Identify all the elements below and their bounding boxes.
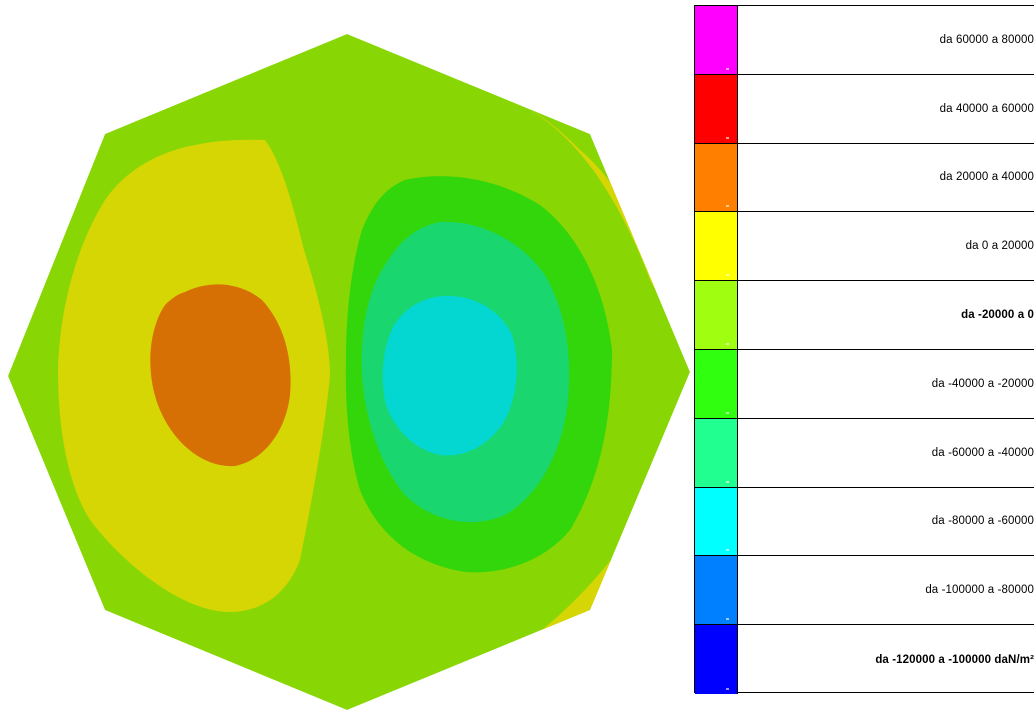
- legend: da 60000 a 80000 da 40000 a 60000 da 20000…: [694, 5, 1034, 694]
- contour-plot: [8, 34, 690, 710]
- right-contour-region-inner: [382, 295, 517, 456]
- legend-label: da 20000 a 40000: [939, 171, 1034, 184]
- legend-label: da -20000 a 0: [961, 309, 1034, 322]
- legend-color-swatch: [695, 281, 738, 349]
- swatch-marker-icon: [726, 136, 729, 139]
- swatch-marker-icon: [726, 342, 729, 345]
- swatch-marker-icon: [726, 549, 729, 552]
- legend-label: da 60000 a 80000: [939, 33, 1034, 46]
- legend-item: da 40000 a 60000: [695, 74, 1034, 144]
- legend-item: da 20000 a 40000: [695, 143, 1034, 213]
- swatch-marker-icon: [726, 67, 729, 70]
- legend-label: da -80000 a -60000: [931, 515, 1034, 528]
- legend-item: da -100000 a -80000: [695, 556, 1034, 626]
- legend-color-swatch: [695, 349, 738, 418]
- legend-item: da 0 a 20000: [695, 212, 1034, 282]
- legend-color-swatch: [695, 487, 738, 556]
- legend-label: da 0 a 20000: [965, 240, 1034, 253]
- legend-color-swatch: [695, 625, 738, 694]
- legend-label: da 40000 a 60000: [939, 102, 1034, 115]
- legend-item: da -20000 a 0: [695, 281, 1034, 350]
- left-contour-region-inner: [150, 284, 291, 467]
- legend-label: da -100000 a -80000: [925, 584, 1034, 597]
- swatch-marker-icon: [726, 411, 729, 414]
- swatch-marker-icon: [726, 687, 729, 690]
- legend-color-swatch: [695, 418, 738, 487]
- legend-item: da -80000 a -60000: [695, 487, 1034, 557]
- legend-item: da -40000 a -20000: [695, 349, 1034, 419]
- swatch-marker-icon: [726, 205, 729, 208]
- swatch-marker-icon: [726, 274, 729, 277]
- legend-label: da -40000 a -20000: [931, 377, 1034, 390]
- legend-label: da -120000 a -100000 daN/m²: [875, 653, 1034, 666]
- legend-color-swatch: [695, 74, 738, 143]
- swatch-marker-icon: [726, 618, 729, 621]
- legend-item: da -60000 a -40000: [695, 418, 1034, 488]
- legend-item: da -120000 a -100000 daN/m²: [695, 625, 1034, 694]
- legend-color-swatch: [695, 212, 738, 281]
- legend-color-swatch: [695, 143, 738, 212]
- legend-color-swatch: [695, 6, 738, 74]
- legend-label: da -60000 a -40000: [931, 446, 1034, 459]
- swatch-marker-icon: [726, 480, 729, 483]
- legend-color-swatch: [695, 556, 738, 625]
- legend-item: da 60000 a 80000: [695, 6, 1034, 75]
